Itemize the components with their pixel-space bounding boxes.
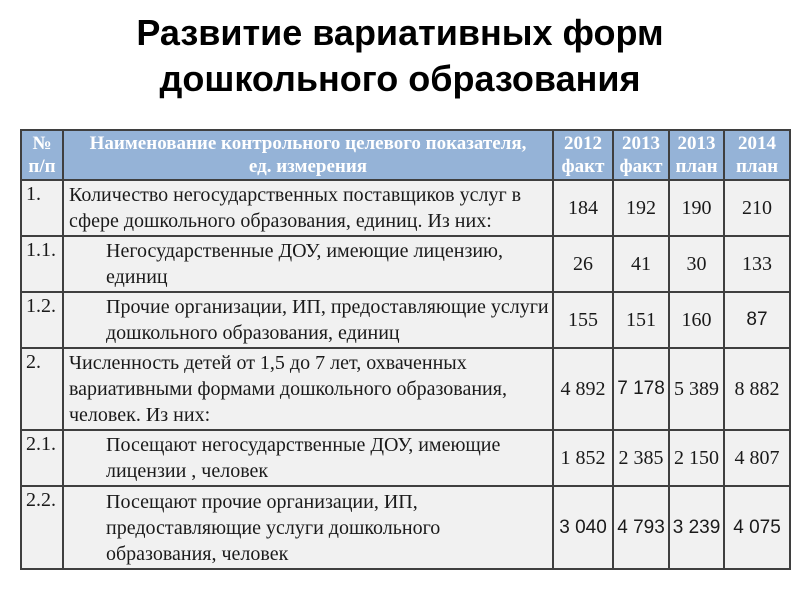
indicators-table: № п/п Наименование контрольного целевого… (20, 128, 791, 571)
table-row: 2. Численность детей от 1,5 до 7 лет, ох… (20, 347, 791, 432)
value-cell: 190 (668, 179, 725, 238)
row-number-cell: 1.1. (20, 235, 64, 294)
header-cell-2013-fact: 2013 факт (612, 128, 670, 182)
value-cell: 4 807 (723, 429, 791, 488)
indicator-name-cell: Прочие организации, ИП, предоставляющие … (62, 291, 554, 350)
value-cell: 4 892 (552, 347, 614, 432)
value-cell: 155 (552, 291, 614, 350)
value-cell: 7 178 (612, 347, 670, 432)
value-cell: 133 (723, 235, 791, 294)
value-cell: 3 239 (668, 485, 725, 571)
value-cell: 160 (668, 291, 725, 350)
row-number-cell: 2.2. (20, 485, 64, 571)
value-cell: 8 882 (723, 347, 791, 432)
value-cell: 1 852 (552, 429, 614, 488)
header-cell-2012-fact: 2012 факт (552, 128, 614, 182)
row-number-cell: 2. (20, 347, 64, 432)
indicator-name-cell: Посещают негосударственные ДОУ, имеющие … (62, 429, 554, 488)
value-cell: 2 385 (612, 429, 670, 488)
value-cell: 87 (723, 291, 791, 350)
value-cell: 4 075 (723, 485, 791, 571)
table-row: 1. Количество негосударственных поставщи… (20, 179, 791, 238)
value-cell: 184 (552, 179, 614, 238)
indicator-name-cell: Посещают прочие организации, ИП, предост… (62, 485, 554, 571)
row-number-cell: 1. (20, 179, 64, 238)
table-header-row: № п/п Наименование контрольного целевого… (20, 128, 791, 182)
indicator-name-cell: Численность детей от 1,5 до 7 лет, охвач… (62, 347, 554, 432)
value-cell: 30 (668, 235, 725, 294)
value-cell: 2 150 (668, 429, 725, 488)
row-number-cell: 2.1. (20, 429, 64, 488)
slide-title-line1: Развитие вариативных форм (136, 12, 664, 53)
table-row: 1.1. Негосударственные ДОУ, имеющие лице… (20, 235, 791, 294)
value-cell: 3 040 (552, 485, 614, 571)
value-cell: 41 (612, 235, 670, 294)
value-cell: 192 (612, 179, 670, 238)
value-cell: 26 (552, 235, 614, 294)
indicator-name-cell: Негосударственные ДОУ, имеющие лицензию,… (62, 235, 554, 294)
value-cell: 151 (612, 291, 670, 350)
table-row: 2.2. Посещают прочие организации, ИП, пр… (20, 485, 791, 571)
value-cell: 4 793 (612, 485, 670, 571)
header-cell-num: № п/п (20, 128, 64, 182)
indicator-name-cell: Количество негосударственных поставщиков… (62, 179, 554, 238)
slide-title-line2: дошкольного образования (159, 57, 641, 99)
slide-title: Развитие вариативных форм дошкольного об… (0, 10, 800, 101)
table-row: 2.1. Посещают негосударственные ДОУ, име… (20, 429, 791, 488)
table-row: 1.2. Прочие организации, ИП, предоставля… (20, 291, 791, 350)
value-cell: 5 389 (668, 347, 725, 432)
value-cell: 210 (723, 179, 791, 238)
header-cell-2013-plan: 2013 план (668, 128, 725, 182)
header-cell-indicator: Наименование контрольного целевого показ… (62, 128, 554, 182)
header-cell-2014-plan: 2014 план (723, 128, 791, 182)
row-number-cell: 1.2. (20, 291, 64, 350)
